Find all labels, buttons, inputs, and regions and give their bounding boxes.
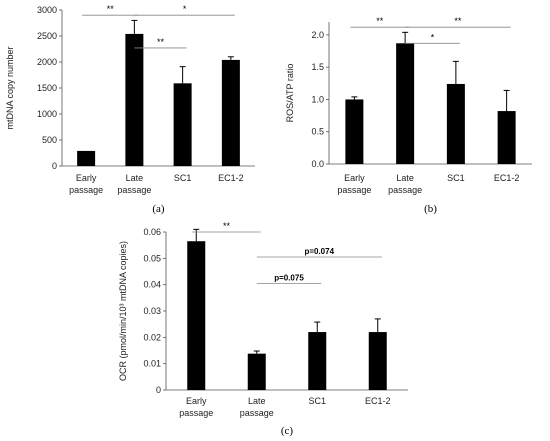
chart-panel-1: 0 500 1000 1500 2000 2500 3000 mtDNA copy numbe… (5, 4, 255, 215)
significance-label: p=0.074 (304, 247, 334, 256)
significance-label: ** (157, 37, 165, 47)
y-tick-label: 2.0 (311, 30, 324, 40)
significance-label: ** (454, 16, 462, 26)
bar (396, 43, 415, 164)
category-label: EC1-2 (494, 173, 520, 183)
panel-label: (a) (152, 203, 165, 215)
bar (247, 353, 266, 390)
significance-label: * (431, 32, 435, 42)
y-tick-label: 0.03 (143, 306, 161, 316)
bar (221, 59, 240, 166)
y-tick-label: 0 (52, 161, 57, 171)
bar (77, 150, 96, 166)
category-label: Late (248, 396, 266, 406)
y-tick-label: 0.0 (311, 159, 324, 169)
y-tick-label: 0.01 (143, 359, 161, 369)
bar (345, 99, 364, 164)
category-label: Early (76, 173, 97, 183)
category-label: EC1-2 (365, 396, 391, 406)
category-label: SC1 (447, 173, 465, 183)
y-tick-label: 3000 (37, 5, 57, 15)
chart-panel-3: 0 0.01 0.02 0.03 0.04 0.05 0.06 OCR (pmol/min/1… (118, 221, 408, 437)
y-tick-label: 1000 (37, 109, 57, 119)
y-axis-label: ROS/ATP ratio (285, 64, 295, 123)
category-label: passage (179, 408, 213, 418)
y-tick-label: 0.5 (311, 127, 324, 137)
significance-label: ** (223, 221, 231, 231)
y-axis-label: OCR (pmol/min/10³ mtDNA copies) (118, 241, 128, 381)
category-label: passage (337, 185, 371, 195)
significance-label: * (183, 4, 187, 14)
bar (497, 111, 516, 164)
category-label: Early (344, 173, 365, 183)
bar (187, 241, 206, 390)
y-tick-label: 1500 (37, 83, 57, 93)
category-label: Late (126, 173, 144, 183)
bar (125, 33, 144, 166)
y-tick-label: 1.5 (311, 62, 324, 72)
category-label: SC1 (308, 396, 326, 406)
significance-label: ** (376, 16, 384, 26)
y-tick-label: 0.02 (143, 332, 161, 342)
y-tick-label: 0 (156, 385, 161, 395)
category-label: passage (240, 408, 274, 418)
category-label: Late (396, 173, 414, 183)
category-label: Early (186, 396, 207, 406)
y-axis-label: mtDNA copy number (5, 46, 15, 129)
bar (446, 83, 465, 164)
y-tick-label: 2500 (37, 31, 57, 41)
y-tick-label: 2000 (37, 57, 57, 67)
y-tick-label: 0.05 (143, 253, 161, 263)
significance-label: p=0.075 (274, 273, 304, 282)
bar (173, 83, 192, 166)
panel-label: (c) (281, 425, 294, 437)
y-tick-label: 1.0 (311, 94, 324, 104)
category-label: passage (117, 185, 151, 195)
category-label: SC1 (174, 173, 192, 183)
panel-label: (b) (424, 203, 437, 215)
y-tick-label: 0.04 (143, 280, 161, 290)
category-label: passage (388, 185, 422, 195)
category-label: EC1-2 (218, 173, 244, 183)
y-tick-label: 500 (42, 135, 57, 145)
significance-label: ** (107, 4, 115, 14)
bar (368, 332, 387, 390)
bar (308, 332, 327, 390)
category-label: passage (69, 185, 103, 195)
y-tick-label: 0.06 (143, 227, 161, 237)
chart-panel-2: 0.0 0.5 1.0 1.5 2.0 ROS/ATP ratio Early passage… (285, 16, 532, 215)
